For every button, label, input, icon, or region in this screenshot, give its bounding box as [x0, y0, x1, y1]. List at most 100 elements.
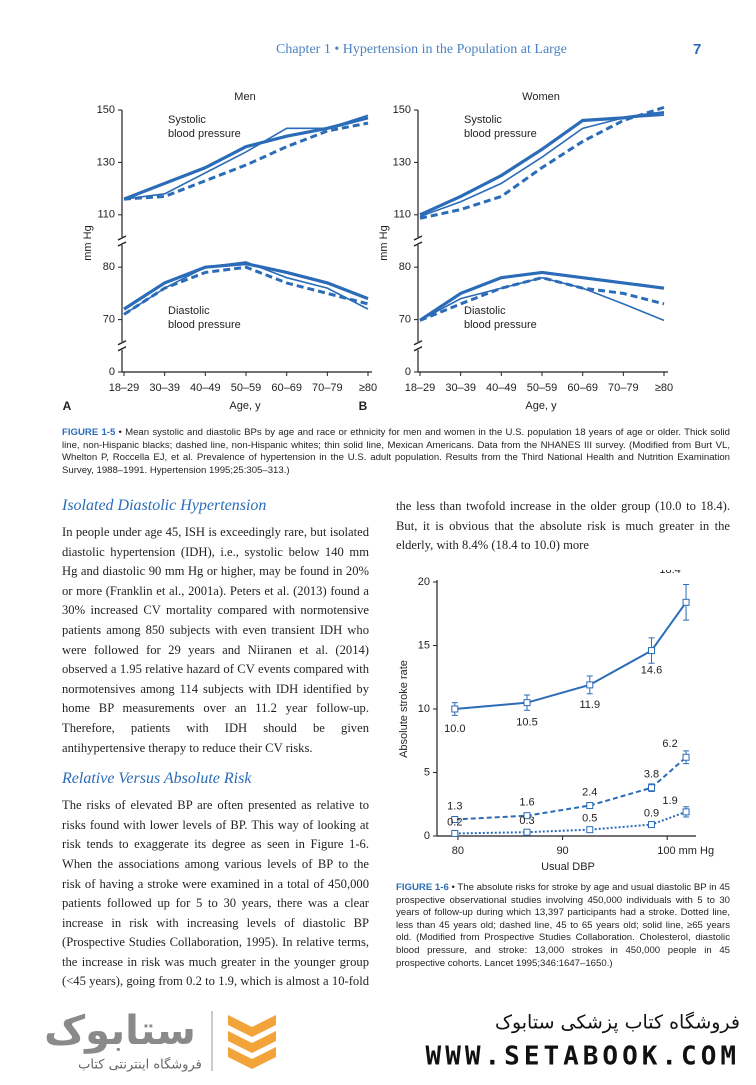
value-label: 1.6	[519, 797, 534, 809]
chart-women: Women Bmm Hg Age, y 0 70 80 110 130 150 18–29 30–3…	[359, 91, 673, 413]
annotation: Diastolic	[168, 305, 210, 317]
risk-line	[454, 810, 687, 835]
data-point	[451, 829, 459, 837]
data-point	[523, 812, 531, 820]
data-point	[682, 753, 690, 761]
chart-title: Women	[522, 91, 560, 103]
data-point	[586, 681, 594, 689]
x-tick-label: 90	[556, 845, 568, 857]
value-label: 6.2	[662, 738, 677, 750]
right-column: the less than twofold increase in the ol…	[396, 497, 730, 557]
x-axis-label: Usual DBP	[541, 861, 595, 873]
bp-line	[419, 276, 665, 322]
axis-break	[117, 340, 127, 352]
page-number: 7	[693, 41, 702, 58]
value-label: 1.3	[447, 800, 462, 812]
bp-line	[123, 114, 369, 200]
x-tick-label: 70–79	[312, 382, 343, 394]
bp-line	[419, 276, 665, 322]
x-tick-label: ≥80	[655, 382, 673, 394]
annotation: Diastolic	[464, 305, 506, 317]
figure-caption: FIGURE 1-5 • Mean systolic and diastolic…	[62, 427, 730, 477]
x-tick-label: 60–69	[271, 382, 302, 394]
y-tick-label: 70	[103, 314, 115, 326]
value-label: 10.0	[444, 723, 465, 735]
data-point	[451, 815, 459, 823]
bp-line	[419, 270, 665, 322]
data-point	[648, 647, 656, 655]
y-tick-label: 150	[97, 104, 115, 116]
value-label: 10.5	[516, 717, 537, 729]
bp-line	[123, 121, 369, 201]
x-tick-label: 100 mm Hg	[657, 845, 714, 857]
data-point	[648, 821, 656, 829]
annotation: blood pressure	[168, 128, 241, 140]
bp-line	[123, 262, 369, 311]
data-point	[648, 784, 656, 792]
x-tick-label: 50–59	[527, 382, 558, 394]
data-point	[523, 699, 531, 707]
y-axis-label: mm Hg	[378, 225, 390, 260]
y-tick-label: 0	[405, 366, 411, 378]
value-label: 14.6	[641, 664, 662, 676]
value-label: 18.4	[659, 570, 680, 576]
annotation: blood pressure	[168, 319, 241, 331]
data-point	[682, 598, 690, 606]
value-label: 2.4	[582, 786, 597, 798]
data-point	[586, 802, 594, 810]
caption-text: • Mean systolic and diastolic BPs by age…	[62, 427, 730, 476]
bp-line	[123, 261, 369, 316]
value-label: 0.2	[447, 816, 462, 828]
x-tick-label: 70–79	[608, 382, 639, 394]
value-label: 1.9	[662, 795, 677, 807]
x-tick-label: 80	[452, 845, 464, 857]
running-title: Chapter 1 • Hypertension in the Populati…	[276, 42, 567, 57]
left-column: Isolated Diastolic Hypertension In people…	[62, 495, 369, 995]
store-url: WWW.SETABOOK.COM	[426, 1042, 740, 1072]
annotation: blood pressure	[464, 128, 537, 140]
data-point	[523, 828, 531, 836]
y-tick-label: 0	[109, 366, 115, 378]
y-tick-label: 110	[97, 209, 115, 221]
logo-tagline: فروشگاه اینترنتی کتاب	[78, 1057, 202, 1073]
value-label: 11.9	[579, 699, 600, 711]
paragraph: The risks of elevated BP are often prese…	[62, 798, 369, 995]
x-tick-label: 40–49	[486, 382, 517, 394]
annotation: Systolic	[464, 114, 502, 126]
logo-word: ستابوک	[44, 1008, 196, 1054]
y-tick-label: 80	[399, 261, 411, 273]
bp-line	[419, 111, 665, 217]
y-axis-label: mm Hg	[82, 225, 94, 260]
x-tick-label: ≥80	[359, 382, 377, 394]
data-point	[682, 808, 690, 816]
figure-label: FIGURE 1-5	[62, 427, 116, 438]
value-label: 3.8	[644, 769, 659, 781]
risk-line	[454, 756, 687, 821]
bp-line	[419, 105, 665, 220]
annotation: blood pressure	[464, 319, 537, 331]
data-point	[451, 705, 459, 713]
y-tick-label: 150	[393, 104, 411, 116]
axis-break	[413, 235, 423, 247]
axis-break	[413, 340, 423, 352]
panel-label: A	[63, 399, 72, 413]
x-tick-label: 60–69	[567, 382, 598, 394]
banner-graphics: ستابوک فروشگاه اینترنتی کتاب فروشگاه کتا…	[44, 1008, 740, 1073]
paragraph: the less than twofold increase in the ol…	[396, 499, 730, 553]
x-tick-label: 40–49	[190, 382, 221, 394]
section-heading: Relative Versus Absolute Risk	[62, 770, 252, 788]
y-tick-label: 10	[418, 703, 430, 715]
y-tick-label: 130	[393, 156, 411, 168]
value-label: 0.9	[644, 807, 659, 819]
bp-line	[123, 265, 369, 316]
data-point	[586, 826, 594, 834]
paragraph: In people under age 45, ISH is exceeding…	[62, 525, 369, 755]
x-axis-label: Age, y	[525, 400, 557, 412]
x-tick-label: 30–39	[445, 382, 476, 394]
figure-caption: FIGURE 1-6 • The absolute risks for stro…	[396, 882, 730, 995]
y-tick-label: 5	[424, 766, 430, 778]
y-tick-label: 70	[399, 314, 411, 326]
logo-chevrons	[228, 1015, 276, 1069]
value-label: 0.5	[582, 813, 597, 825]
chart-men: Men Amm Hg Age, y 0 70 80 110 130 150 18–29 30–39 4…	[63, 91, 377, 413]
